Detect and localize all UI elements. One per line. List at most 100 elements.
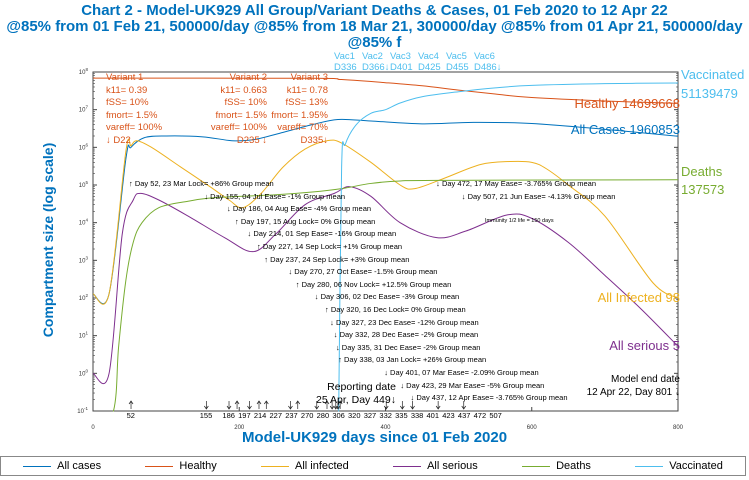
vaccine-1-label: Vac1 [334,51,355,62]
intervention-annotation: ↓ Day 401, 07 Mar Ease= -2.09% Group mea… [384,368,539,377]
intervention-day-label: 214 [253,411,267,420]
legend-swatch [393,465,422,467]
vaccine-6-label: Vac6 [474,51,495,62]
intervention-arrow-up-icon [337,400,343,409]
y-tick-label: 108 [79,67,89,76]
intervention-annotation: ↑ Day 227, 14 Sep Lock= +1% Group mean [256,242,403,251]
variant-fss: fSS= 13% [285,97,328,109]
variant-day: ↓ D22 [106,134,131,146]
vaccine-2-label: Vac2 [362,51,383,62]
intervention-arrow-up-icon [256,400,262,409]
series-group [93,77,678,412]
intervention-annotation: ↑ Day 52, 23 Mar Lock= +86% Group mean [129,179,274,188]
intervention-day-label: 437 [457,411,471,420]
legend-item-deaths[interactable]: Deaths [522,460,591,472]
intervention-annotation: ↓ Day 472, 17 May Ease= -3.765% Group me… [436,179,597,188]
intervention-day-label: 507 [489,411,502,420]
y-tick-label: 103 [79,255,89,264]
variant-fss: fSS= 10% [106,97,149,109]
intervention-annotation: ↓ Day 437, 12 Apr Ease= -3.765% Group me… [410,393,568,403]
series-line-healthy [93,77,678,104]
x-tick-label: 400 [380,425,391,431]
intervention-day-label: 320 [348,411,361,420]
legend-label: All infected [294,460,349,472]
legend-label: All cases [57,460,102,472]
intervention-arrow-down-icon [204,401,209,410]
end-label-all-serious: All serious 5 [609,338,680,353]
vaccine-5-label: Vac5 [446,51,467,62]
y-tick-label: 107 [79,105,89,114]
intervention-annotation: ↓ Day 306, 02 Dec Ease= -3% Group mean [314,292,460,302]
legend-item-vaccinated[interactable]: Vaccinated [635,460,723,472]
intervention-annotation: ↑ Day 280, 06 Nov Lock= +12.5% Group mea… [295,279,452,289]
intervention-arrow-down-icon [333,401,339,410]
intervention-annotation: ↓ Day 270, 27 Oct Ease= -1.5% Group mean [288,267,438,277]
x-tick-label: 800 [673,425,684,431]
intervention-day-label: 155 [199,411,213,420]
intervention-annotation: ↓ Day 155, 04 Jul Ease= -1% Group mean [204,191,346,201]
intervention-day-label: 186 [222,411,235,420]
intervention-day-label: 52 [126,411,135,420]
intervention-annotation: ↑ Day 338, 03 Jan Lock= +26% Group mean [338,355,487,365]
intervention-day-label: 237 [285,411,298,420]
model-end-date-value: 12 Apr 22, Day 801 ↓ [586,387,680,398]
intervention-day-label: 306 [332,411,345,420]
legend-label: Deaths [556,460,591,472]
intervention-annotation: ↑ Day 320, 16 Dec Lock= 0% Group mean [325,305,466,314]
legend-swatch [635,465,664,467]
variant-vareff: vareff= 100% [210,122,267,134]
variant-k11: k11= 0.78 [286,84,328,96]
variant-vareff: vareff= 100% [106,122,163,134]
legend-item-healthy[interactable]: Healthy [145,460,217,472]
end-label-deaths: Deaths [681,164,723,179]
variant-name: Variant 2 [229,72,267,83]
legend-item-all-infected[interactable]: All infected [260,460,349,472]
intervention-day-label: 338 [410,411,424,420]
y-tick-label: 106 [79,142,89,151]
vaccine-1-day: D336 [334,62,357,73]
variant-day: D335↓ [300,134,328,146]
legend-item-all-serious[interactable]: All serious [393,460,478,472]
end-label-all-cases: All Cases 1960853 [570,122,680,137]
intervention-day-label: 423 [442,411,455,420]
intervention-annotation: ↓ Day 507, 21 Jun Ease= -4.13% Group mea… [461,191,616,201]
chart-title: Chart 2 - Model-UK929 All Group/Variant … [81,2,668,19]
x-tick-label: 0 [91,425,95,431]
legend-item-all-cases[interactable]: All cases [23,460,101,472]
intervention-annotation: ↓ Day 214, 01 Sep Ease= -16% Group mean [247,229,397,239]
intervention-day-label: 197 [238,411,251,420]
intervention-annotation: ↓ Day 423, 29 Mar Ease= -5% Group mean [400,380,545,390]
y-tick-label: 100 [79,368,89,377]
variant-fmort: fmort= 1.95% [271,109,328,121]
intervention-arrow-down-icon [383,401,389,410]
vaccine-6-day: D486↓ [474,62,502,73]
x-tick-label: 600 [527,425,538,431]
intervention-arrow-down-icon [410,401,415,410]
model-end-date-label: Model end date [611,374,680,385]
intervention-arrow-down-icon [226,401,232,410]
y-tick-label: 101 [79,331,89,340]
series-line-all-infected [93,138,678,305]
series-line-all-cases [93,118,678,305]
y-tick-label: 104 [79,218,89,227]
series-line-deaths [112,179,678,412]
y-tick-label: 10-1 [77,406,88,415]
intervention-annotation: ↓ Day 332, 28 Dec Ease= -2% Group mean [333,330,479,340]
end-label-all-infected: All Infected 98 [597,290,680,305]
legend-swatch [23,465,52,467]
intervention-annotation: ↑ Day 237, 24 Sep Lock= +3% Group mean [264,254,410,264]
reporting-date-value: 25 Apr, Day 449↓ [316,394,396,406]
immunity-note: Immunity 1/2 life = 150 days [485,218,554,224]
intervention-arrow-up-icon [128,400,134,409]
intervention-annotation: ↑ Day 197, 15 Aug Lock= 0% Group mean [235,216,376,226]
series-line-vaccinated [338,82,678,412]
variant-3-info: Variant 3 k11= 0.78 fSS= 13% fmort= 1.95% va… [271,72,328,148]
intervention-day-label: 472 [473,411,487,420]
intervention-annotation: ↓ Day 327, 23 Dec Ease= -12% Group mean [330,317,479,327]
legend-label: All serious [427,460,478,472]
variant-vareff: vareff= 70% [277,122,328,134]
variant-fss: fSS= 10% [224,97,267,109]
intervention-day-label: 327 [363,411,377,420]
end-label-deaths-value: 137573 [681,182,725,197]
end-label-vaccinated-value: 51139479 [681,86,738,101]
